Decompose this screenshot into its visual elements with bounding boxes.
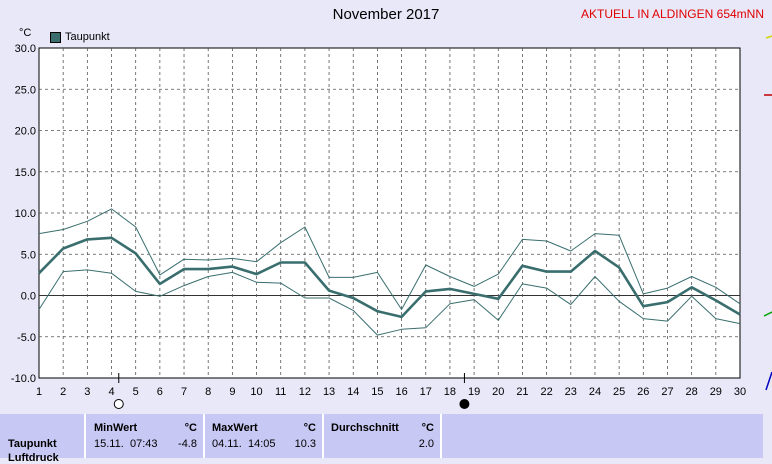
x-tick-label: 29 [710, 386, 722, 398]
max-unit: °C [303, 422, 316, 434]
max-time: 14:05 [248, 438, 276, 450]
y-tick-label: 25.0 [15, 84, 36, 96]
y-tick-label: 30.0 [15, 43, 36, 55]
stats-row-label-cell: Taupunkt Luftdruck [0, 414, 86, 464]
x-tick-label: 1 [36, 386, 42, 398]
y-tick-label: 5.0 [21, 249, 36, 261]
y-tick-label: 20.0 [15, 126, 36, 138]
x-tick-label: 3 [84, 386, 90, 398]
stats-row-label: Taupunkt [8, 438, 57, 450]
x-tick-label: 2 [60, 386, 66, 398]
x-tick-label: 10 [250, 386, 262, 398]
x-tick-label: 13 [323, 386, 335, 398]
series-line-taupunkt [38, 236, 741, 319]
new-moon-icon [459, 399, 470, 409]
legend-swatch [50, 31, 61, 43]
x-tick-label: 6 [157, 386, 163, 398]
max-value: 10.3 [294, 438, 316, 450]
x-tick-label: 25 [613, 386, 625, 398]
x-tick-label: 5 [133, 386, 139, 398]
max-date: 04.11. [212, 438, 242, 450]
x-tick-label: 18 [444, 386, 456, 398]
max-cell: MaxWert °C 04.11. 14:05 10.3 [205, 414, 324, 458]
x-axis-ticks: 1 2 3 4 5 6 7 8 9 10 11 12 13 14 15 16 17 18 19 20 21 22 23 24 2… [36, 386, 746, 398]
avg-header: Durchschnitt [331, 422, 399, 434]
x-tick-label: 17 [420, 386, 432, 398]
y-axis-unit: °C [19, 27, 32, 39]
x-tick-label: 26 [637, 386, 649, 398]
stats-empty-cell [442, 414, 763, 458]
y-tick-label: -10.0 [11, 373, 36, 385]
stats-row-label-2: Luftdruck [8, 452, 59, 464]
x-tick-label: 4 [108, 386, 114, 398]
x-tick-label: 19 [468, 386, 480, 398]
max-header: MaxWert [212, 422, 258, 434]
x-tick-label: 24 [589, 386, 601, 398]
x-tick-label: 8 [205, 386, 211, 398]
x-tick-label: 20 [492, 386, 504, 398]
legend-label: Taupunkt [65, 31, 110, 43]
full-moon-icon [113, 399, 124, 409]
x-tick-label: 7 [181, 386, 187, 398]
moon-phase-markers [113, 373, 470, 409]
x-tick-label: 11 [275, 386, 286, 398]
x-tick-label: 27 [661, 386, 673, 398]
min-unit: °C [184, 422, 197, 434]
y-tick-label: 0.0 [21, 291, 36, 303]
x-tick-label: 22 [540, 386, 552, 398]
x-tick-label: 30 [734, 386, 746, 398]
x-tick-label: 28 [686, 386, 698, 398]
series-lines [38, 208, 741, 336]
legend: Taupunkt [50, 31, 110, 43]
y-tick-label: -5.0 [17, 332, 36, 344]
station-label: AKTUELL IN ALDINGEN 654mNN [581, 7, 764, 21]
min-header: MinWert [94, 422, 138, 434]
x-tick-label: 12 [299, 386, 311, 398]
x-tick-label: 14 [347, 386, 359, 398]
chart-title: November 2017 [332, 6, 440, 23]
stats-panel: Taupunkt Luftdruck MinWert °C 15.11. 07:… [0, 414, 772, 464]
x-tick-label: 21 [516, 386, 528, 398]
side-indicators [763, 35, 772, 391]
y-tick-label: 10.0 [15, 208, 36, 220]
x-tick-label: 9 [229, 386, 235, 398]
min-value: -4.8 [178, 438, 197, 450]
y-tick-label: 15.0 [15, 167, 36, 179]
avg-value: 2.0 [418, 438, 434, 450]
y-axis-ticks: 30.0 25.0 20.0 15.0 10.0 5.0 0.0 -5.0 -10.0 [11, 43, 36, 385]
min-cell: MinWert °C 15.11. 07:43 -4.8 [86, 414, 205, 458]
x-tick-label: 23 [565, 386, 577, 398]
avg-cell: Durchschnitt °C 2.0 [324, 414, 442, 458]
x-tick-label: 16 [395, 386, 407, 398]
series-line-max [38, 208, 741, 310]
avg-unit: °C [421, 422, 434, 434]
min-time: 07:43 [130, 438, 158, 450]
grid-lines [39, 48, 740, 378]
series-line-min [38, 269, 741, 336]
min-date: 15.11. [94, 438, 124, 450]
x-tick-label: 15 [371, 386, 383, 398]
